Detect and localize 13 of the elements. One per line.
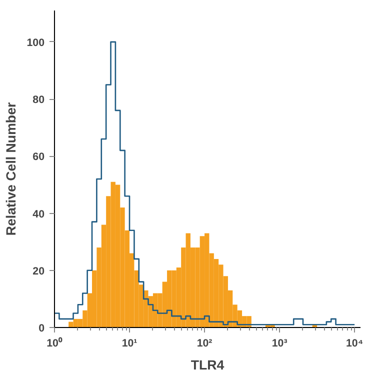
y-tick-label: 60: [32, 151, 45, 164]
y-tick-label: 40: [32, 208, 45, 220]
x-tick-label: 10¹: [122, 338, 138, 350]
y-axis-title: Relative Cell Number: [4, 102, 19, 236]
y-tick-label: 0: [38, 322, 45, 334]
y-tick-label: 80: [32, 94, 45, 106]
x-tick-label: 10³: [272, 338, 288, 350]
x-tick-label: 10⁴: [346, 338, 364, 350]
x-axis-title: TLR4: [190, 358, 225, 372]
x-tick-label: 10⁰: [46, 336, 62, 350]
x-tick-label: 10²: [196, 338, 213, 350]
y-tick-label: 100: [26, 36, 45, 49]
y-tick-label: 20: [32, 265, 45, 278]
